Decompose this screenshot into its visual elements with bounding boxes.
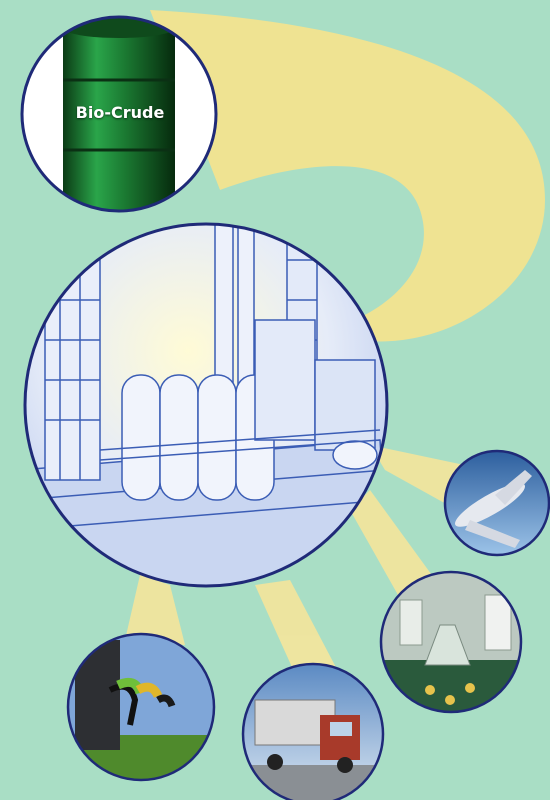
chemicals-circle	[379, 570, 523, 714]
fuel-pump-circle	[66, 632, 216, 782]
airplane-icon	[455, 470, 532, 548]
truck-circle	[241, 662, 385, 800]
process-arrow	[150, 10, 545, 342]
airplane-circle	[443, 449, 550, 557]
bio-crude-label: Bio-Crude	[75, 103, 165, 122]
bio-crude-barrel-circle	[20, 15, 218, 213]
refinery-circle	[23, 222, 389, 588]
